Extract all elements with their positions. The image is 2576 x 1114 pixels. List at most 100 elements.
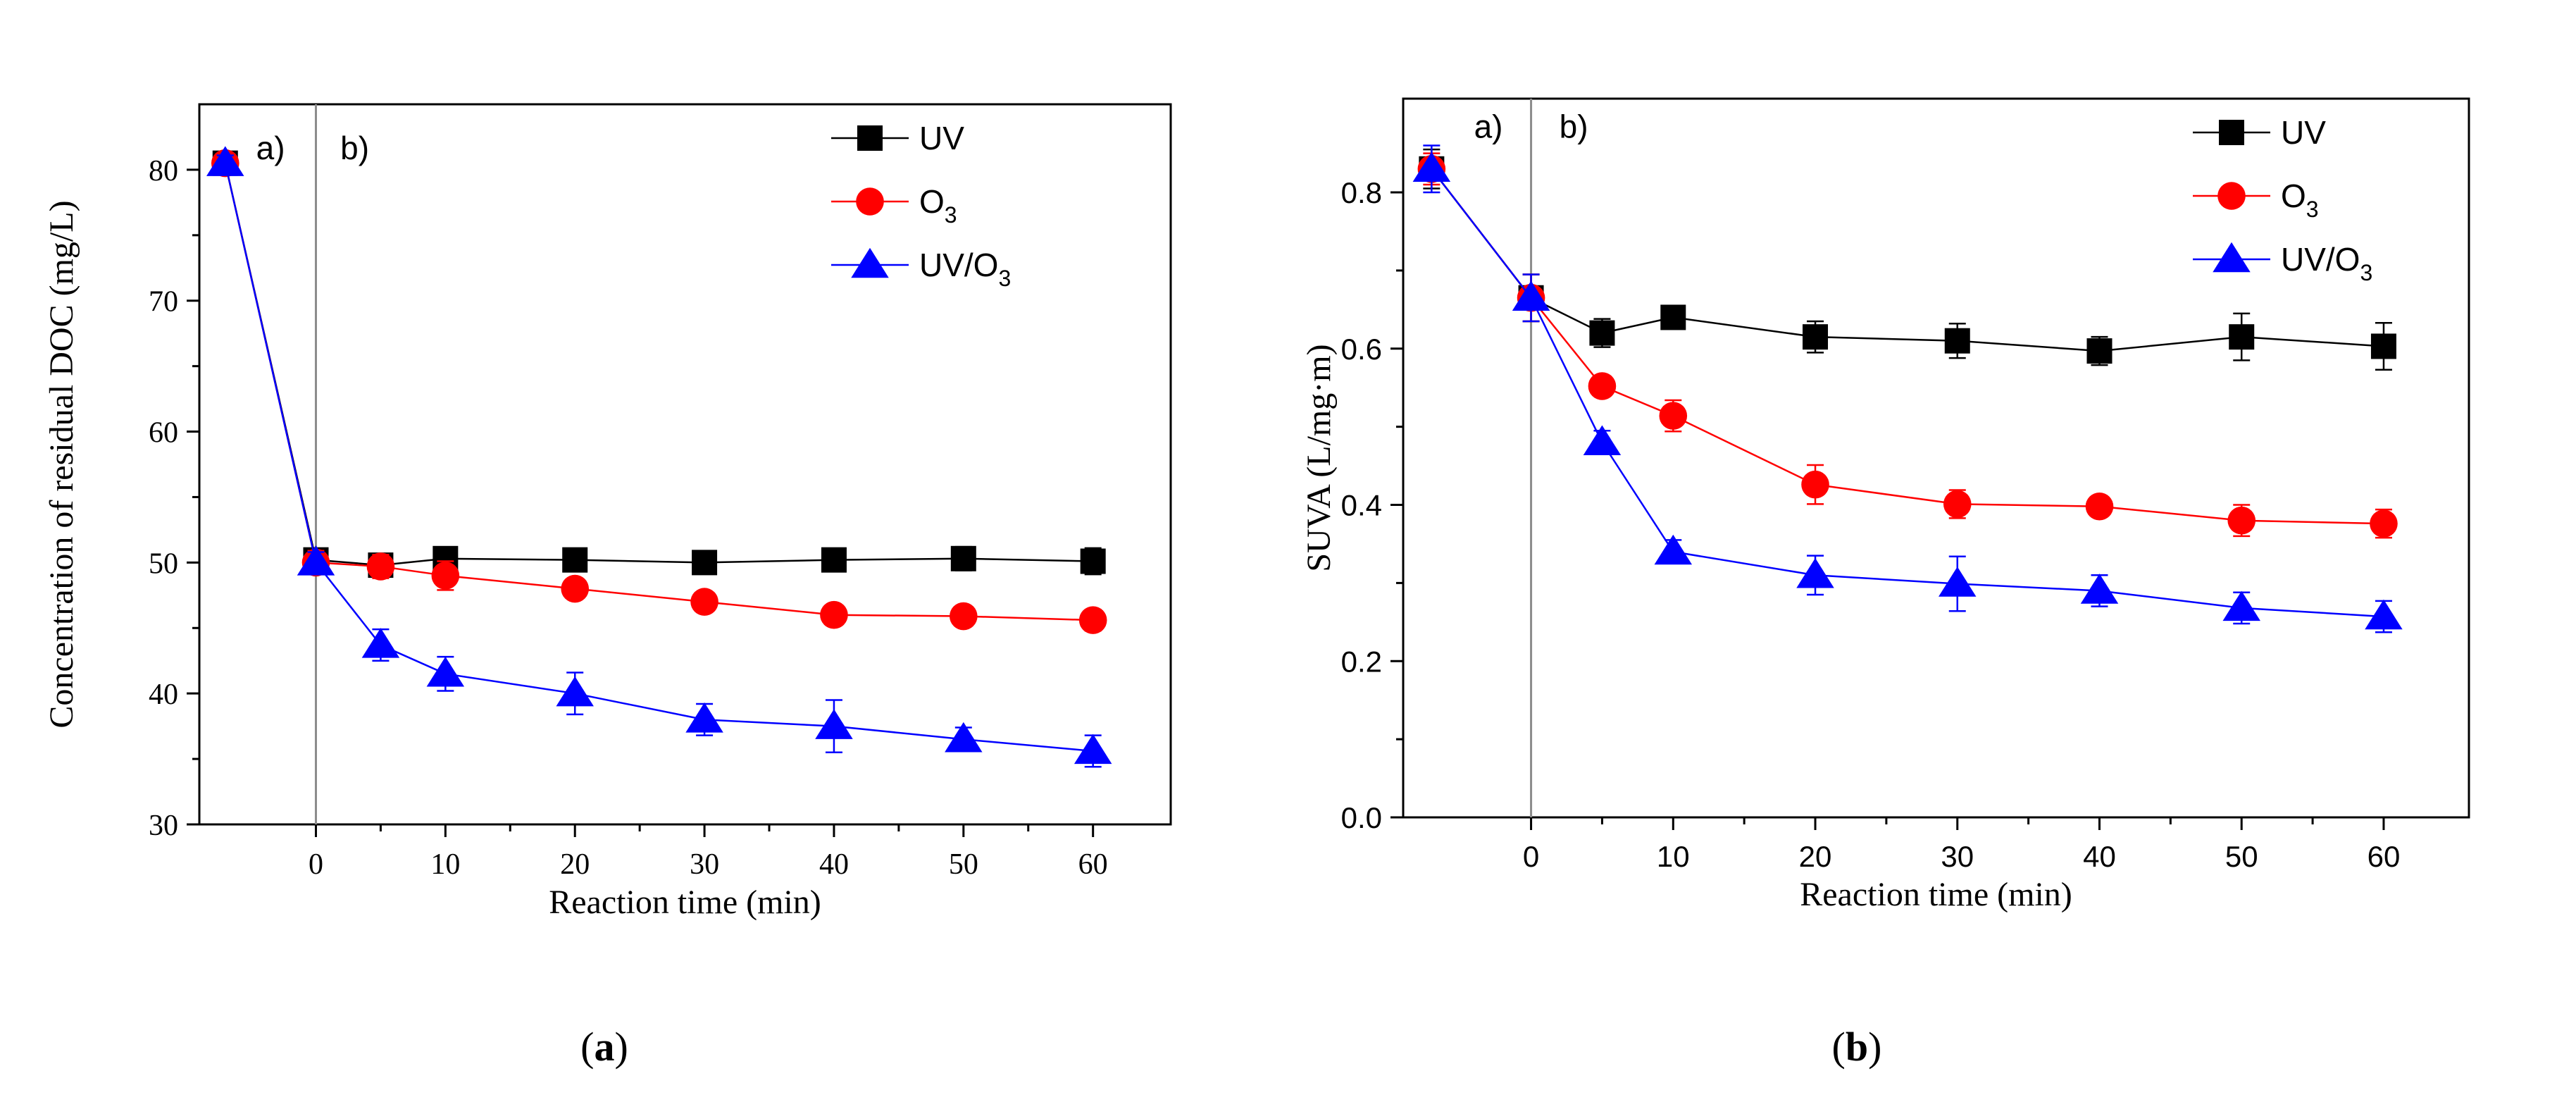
legend-label-subscript: 3 <box>998 266 1011 291</box>
data-point <box>2365 599 2403 630</box>
plot-frame <box>1402 97 2470 819</box>
legend-label-main: O <box>919 183 945 220</box>
data-point <box>206 146 244 176</box>
x-axis-title: Reaction time (min) <box>549 884 821 921</box>
data-point <box>366 552 395 581</box>
legend-marker <box>2213 242 2251 273</box>
data-point <box>562 547 588 573</box>
data-point <box>821 547 847 573</box>
phase-annotation: a) <box>256 130 285 166</box>
y-axis-title: SUVA (L/mg·m) <box>1300 344 1338 571</box>
legend-marker <box>856 187 884 216</box>
legend-label-subscript: 3 <box>2306 197 2319 222</box>
legend-label-main: UV/O <box>2281 241 2360 278</box>
legend-label-subscript: 3 <box>2360 260 2372 285</box>
data-point <box>1078 606 1107 634</box>
legend-label-subscript: 3 <box>945 202 957 228</box>
x-tick-label: 0 <box>309 848 323 881</box>
data-point <box>2222 590 2260 621</box>
data-point <box>2085 492 2114 521</box>
data-point <box>815 709 853 739</box>
legend-label-main: UV <box>2281 114 2326 151</box>
plot-frame <box>198 103 1172 826</box>
y-tick-label: 0.6 <box>1341 333 1382 366</box>
x-tick-label: 30 <box>1941 840 1974 873</box>
data-point <box>2370 333 2396 359</box>
y-tick-label: 0.0 <box>1341 801 1382 834</box>
y-tick-label: 30 <box>149 810 178 842</box>
y-tick-label: 40 <box>149 679 178 711</box>
caption-close: ) <box>615 1024 628 1070</box>
x-tick-label: 60 <box>1078 848 1108 881</box>
data-point <box>1660 304 1686 330</box>
data-point <box>1801 470 1829 499</box>
data-point <box>361 628 400 658</box>
data-point <box>1512 280 1550 311</box>
data-point <box>1412 151 1451 182</box>
data-point <box>1654 534 1693 565</box>
legend-label-main: O <box>2281 178 2306 214</box>
y-tick-label: 50 <box>149 547 178 580</box>
x-tick-label: 30 <box>690 848 719 881</box>
x-tick-label: 10 <box>430 848 460 881</box>
series-uv-o3 <box>206 146 1112 768</box>
legend-marker <box>851 247 889 278</box>
x-tick-label: 20 <box>1799 840 1832 873</box>
phase-annotation: b) <box>1560 108 1588 144</box>
panel-caption: (b) <box>1832 1024 1882 1070</box>
data-point <box>1796 558 1834 588</box>
data-point <box>1074 734 1112 765</box>
series-uv-o3 <box>1412 144 2403 633</box>
y-tick-label: 0.2 <box>1341 645 1382 678</box>
data-point <box>950 602 978 631</box>
y-tick-label: 60 <box>149 417 178 450</box>
data-point <box>1589 320 1615 346</box>
legend-label: O3 <box>919 183 957 228</box>
chart-b: 0 10 20 30 40 50 60 0.0 0.2 0.4 0.6 0.8 Reaction tim… <box>1300 97 2470 1070</box>
data-point <box>426 657 465 687</box>
data-point <box>1080 548 1106 574</box>
data-point <box>692 550 718 576</box>
y-axis-title: Concentration of residual DOC (mg/L) <box>43 200 80 728</box>
x-tick-label: 40 <box>2083 840 2116 873</box>
data-point <box>1944 328 1970 354</box>
phase-annotation: a) <box>1474 108 1503 144</box>
data-point <box>297 545 335 576</box>
data-point <box>1588 372 1617 400</box>
panel-caption: (a) <box>580 1024 628 1070</box>
x-tick-label: 60 <box>2367 840 2401 873</box>
y-tick-label: 80 <box>149 155 178 187</box>
data-point <box>2229 324 2255 350</box>
y-tick-label: 70 <box>149 286 178 318</box>
caption-close: ) <box>1868 1024 1881 1070</box>
legend-marker <box>2217 182 2246 210</box>
data-point <box>2086 338 2113 364</box>
x-tick-label: 10 <box>1657 840 1690 873</box>
caption-letter: b <box>1846 1024 1868 1070</box>
legend-label: UV/O3 <box>2281 241 2372 285</box>
data-point <box>431 562 460 590</box>
series-line <box>1431 168 2384 618</box>
data-point <box>2227 506 2256 535</box>
y-tick-label: 0.8 <box>1341 176 1382 209</box>
data-point <box>1803 324 1829 350</box>
caption-letter: a <box>595 1024 615 1070</box>
data-point <box>1939 567 1977 597</box>
legend-label-main: UV/O <box>919 247 998 283</box>
x-tick-label: 50 <box>949 848 978 881</box>
data-point <box>950 545 976 571</box>
data-point <box>820 600 848 629</box>
data-point <box>1583 425 1622 456</box>
phase-annotation: b) <box>340 130 369 166</box>
data-point <box>1943 490 1972 519</box>
legend-label: O3 <box>2281 178 2319 222</box>
legend-label: UV/O3 <box>919 247 1011 291</box>
x-axis-title: Reaction time (min) <box>1800 876 2072 913</box>
caption-open: ( <box>1832 1024 1846 1070</box>
data-point <box>1659 402 1688 430</box>
data-point <box>690 588 718 616</box>
x-tick-label: 40 <box>819 848 849 881</box>
